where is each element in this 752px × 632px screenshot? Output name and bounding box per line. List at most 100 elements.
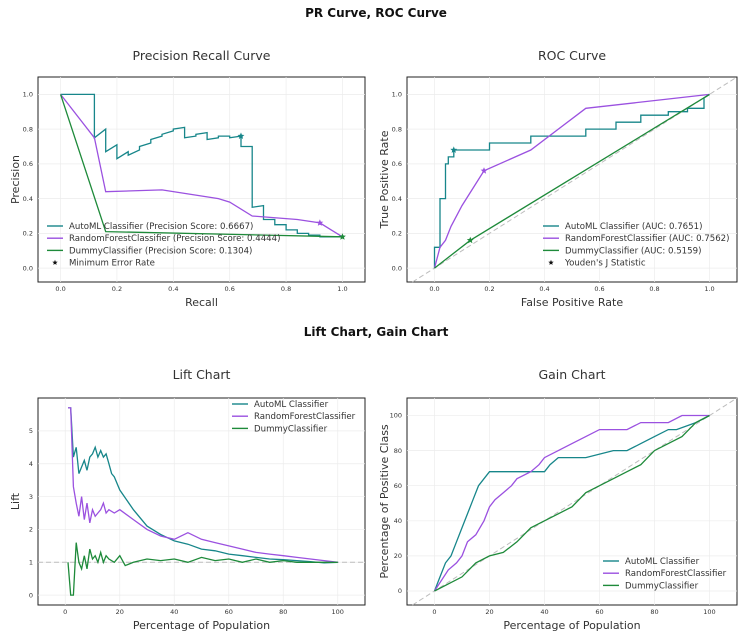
x-tick-label: 0 bbox=[63, 608, 67, 616]
legend-entry: AutoML Classifier bbox=[254, 400, 329, 410]
y-tick-label: 40 bbox=[394, 517, 402, 525]
series-line bbox=[60, 93, 343, 238]
chart-4: Gain Chart 0 20 40 60 80 100 0 20 40 60 80 100 Percen… bbox=[378, 367, 738, 632]
x-axis-label: Percentage of Population bbox=[503, 619, 640, 632]
legend-marker-swatch bbox=[548, 259, 554, 265]
y-tick-label: 4 bbox=[29, 460, 33, 468]
y-tick-label: 80 bbox=[394, 447, 402, 455]
chart-2: ROC Curve 0.0 0.2 0.4 0.6 0.8 1.0 0.0 0.2 0.4 0.6 0… bbox=[378, 48, 738, 309]
marker-point bbox=[339, 233, 346, 240]
y-tick-label: 0.6 bbox=[392, 160, 402, 168]
y-tick-label: 60 bbox=[394, 482, 402, 490]
y-tick-label: 100 bbox=[390, 412, 402, 420]
y-tick-label: 0.2 bbox=[23, 230, 33, 238]
y-tick-label: 1.0 bbox=[23, 91, 33, 99]
legend-entry: AutoML Classifier bbox=[625, 557, 700, 567]
x-tick-label: 0.2 bbox=[112, 285, 122, 293]
y-tick-label: 0.6 bbox=[23, 160, 33, 168]
x-tick-label: 0.8 bbox=[649, 285, 659, 293]
legend: AutoML Classifier RandomForestClassifier D… bbox=[232, 400, 356, 434]
y-axis-label: Percentage of Positive Class bbox=[378, 424, 391, 579]
chart-title: Gain Chart bbox=[538, 367, 605, 382]
legend-entry: RandomForestClassifier (AUC: 0.7562) bbox=[565, 234, 730, 244]
x-tick-label: 1.0 bbox=[337, 285, 347, 293]
plot-area bbox=[37, 397, 366, 606]
chart-1: Precision Recall Curve 0.0 0.2 0.4 0.6 0.8 1.0… bbox=[9, 48, 366, 309]
legend-entry: Youden's J Statistic bbox=[564, 259, 646, 269]
legend: AutoML Classifier (Precision Score: 0.66… bbox=[47, 222, 280, 269]
x-tick-label: 1.0 bbox=[704, 285, 714, 293]
legend-entry: RandomForestClassifier bbox=[625, 569, 727, 579]
x-tick-label: 40 bbox=[540, 608, 548, 616]
series-line bbox=[433, 414, 710, 592]
x-tick-label: 100 bbox=[703, 608, 715, 616]
legend-entry: DummyClassifier (Precision Score: 0.1304… bbox=[69, 246, 252, 256]
x-tick-label: 0.2 bbox=[484, 285, 494, 293]
series-line bbox=[60, 94, 343, 238]
y-tick-label: 0.0 bbox=[23, 264, 33, 272]
x-tick-label: 0.6 bbox=[594, 285, 604, 293]
chart-3: Lift Chart 0 20 40 60 80 100 0 1 2 3 4 5 Percentage o… bbox=[9, 367, 366, 632]
marker-point bbox=[237, 132, 245, 139]
series-line bbox=[434, 414, 710, 592]
legend-entry: DummyClassifier bbox=[625, 581, 699, 591]
legend-entry: DummyClassifier (AUC: 0.5159) bbox=[565, 246, 701, 256]
marker-point bbox=[480, 167, 488, 174]
legend-entry: DummyClassifier bbox=[254, 424, 328, 434]
series-line bbox=[59, 94, 343, 238]
x-axis-label: Recall bbox=[185, 296, 218, 309]
x-tick-label: 60 bbox=[225, 608, 233, 616]
y-tick-label: 0.0 bbox=[392, 264, 402, 272]
y-tick-label: 0.4 bbox=[392, 195, 402, 203]
x-tick-label: 60 bbox=[595, 608, 603, 616]
chance-diagonal bbox=[412, 397, 738, 606]
legend-entry: AutoML Classifier (Precision Score: 0.66… bbox=[69, 222, 253, 232]
chart-title: Precision Recall Curve bbox=[133, 48, 271, 63]
series-line bbox=[433, 414, 710, 592]
x-tick-label: 0.6 bbox=[225, 285, 235, 293]
y-axis-label: Precision bbox=[9, 155, 22, 204]
x-tick-label: 0.8 bbox=[281, 285, 291, 293]
legend: AutoML Classifier (AUC: 0.7651) RandomFor… bbox=[543, 222, 730, 269]
x-tick-label: 40 bbox=[170, 608, 178, 616]
y-tick-label: 0.2 bbox=[392, 230, 402, 238]
y-tick-label: 3 bbox=[29, 493, 33, 501]
figure-title-bottom: Lift Chart, Gain Chart bbox=[303, 325, 449, 339]
y-tick-label: 5 bbox=[29, 427, 33, 435]
x-tick-label: 0.4 bbox=[539, 285, 549, 293]
x-tick-label: 20 bbox=[116, 608, 124, 616]
legend-entry: RandomForestClassifier bbox=[254, 412, 356, 422]
x-tick-label: 80 bbox=[279, 608, 287, 616]
figure-title-top: PR Curve, ROC Curve bbox=[305, 6, 447, 20]
x-tick-label: 100 bbox=[332, 608, 344, 616]
y-tick-label: 0.8 bbox=[23, 125, 33, 133]
x-tick-label: 0.0 bbox=[429, 285, 439, 293]
x-axis-label: Percentage of Population bbox=[133, 619, 270, 632]
legend-entry: AutoML Classifier (AUC: 0.7651) bbox=[565, 222, 702, 232]
plot-area bbox=[406, 397, 738, 606]
chart-title: Lift Chart bbox=[173, 367, 231, 382]
x-tick-label: 20 bbox=[485, 608, 493, 616]
x-tick-label: 0.0 bbox=[55, 285, 65, 293]
legend-entry: RandomForestClassifier (Precision Score:… bbox=[69, 234, 280, 244]
legend-entry: Minimum Error Rate bbox=[69, 259, 155, 269]
y-tick-label: 0 bbox=[29, 591, 33, 599]
y-axis-label: True Positive Rate bbox=[378, 130, 391, 229]
marker-point bbox=[316, 219, 324, 226]
series-line bbox=[67, 542, 338, 596]
series-line bbox=[68, 407, 338, 563]
series-line bbox=[68, 407, 338, 564]
series-line bbox=[433, 93, 710, 269]
chart-title: ROC Curve bbox=[538, 48, 606, 63]
y-tick-label: 1 bbox=[29, 558, 33, 566]
y-tick-label: 0.4 bbox=[23, 195, 33, 203]
y-tick-label: 1.0 bbox=[392, 91, 402, 99]
plot-area bbox=[37, 76, 366, 283]
x-axis-label: False Positive Rate bbox=[521, 296, 623, 309]
marker-point bbox=[450, 146, 458, 153]
y-tick-label: 2 bbox=[29, 526, 33, 534]
x-tick-label: 80 bbox=[650, 608, 658, 616]
y-tick-label: 20 bbox=[394, 552, 402, 560]
y-tick-label: 0.8 bbox=[392, 125, 402, 133]
